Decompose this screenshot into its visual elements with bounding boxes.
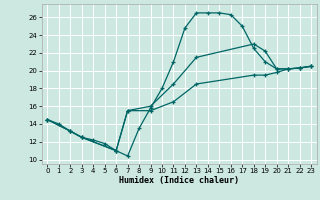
X-axis label: Humidex (Indice chaleur): Humidex (Indice chaleur) [119, 176, 239, 185]
